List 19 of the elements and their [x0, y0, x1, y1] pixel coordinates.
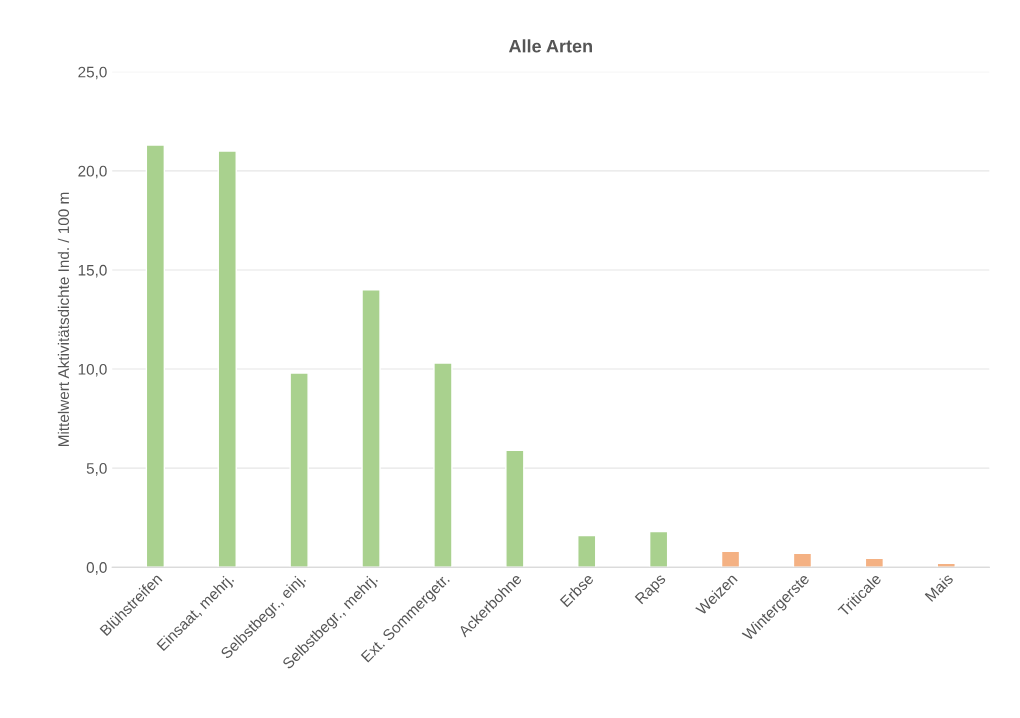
bar [648, 530, 669, 568]
bar [792, 552, 813, 568]
y-tick-label: 15,0 [78, 264, 107, 278]
y-tick-label: 0,0 [86, 562, 107, 575]
y-tick-label: 25,0 [78, 66, 107, 80]
bar [217, 150, 237, 568]
bar [577, 534, 597, 568]
y-axis-title: Mittelwert Aktivitätsdichte Ind. / 100 m [57, 192, 70, 447]
bar [433, 362, 453, 568]
y-tick-label: 5,0 [86, 463, 107, 476]
y-tick-label: 20,0 [78, 165, 107, 179]
bar [289, 372, 309, 568]
bar [361, 289, 381, 568]
bar [864, 557, 885, 568]
bar [720, 550, 741, 568]
chart-title: Alle Arten [508, 39, 592, 53]
bar [505, 449, 525, 568]
bar [145, 144, 166, 568]
y-tick-label: 10,0 [78, 363, 107, 377]
